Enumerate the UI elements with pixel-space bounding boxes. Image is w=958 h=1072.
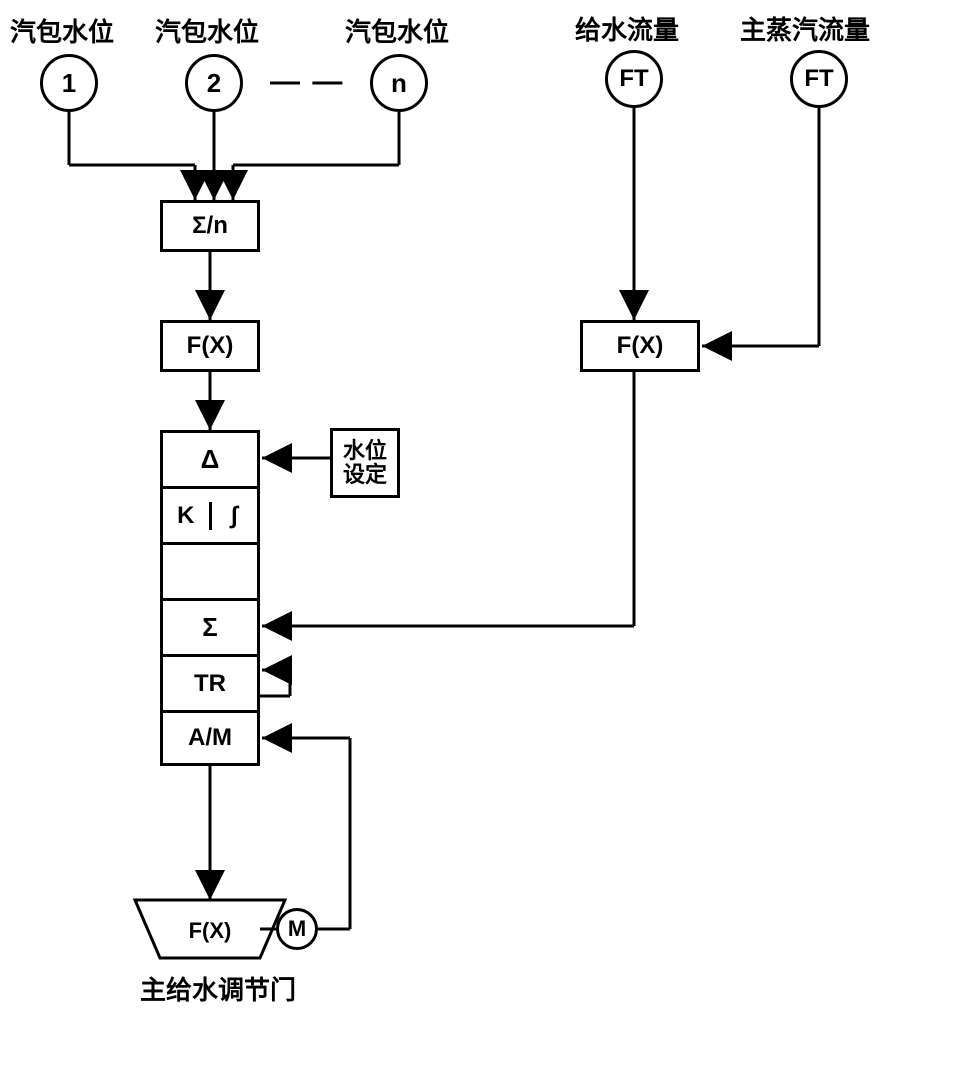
label-feedwater-flow: 给水流量 xyxy=(575,10,679,47)
k-integral-block: K ∫ xyxy=(160,486,260,542)
label-drum-level-n: 汽包水位 xyxy=(345,12,449,49)
sigma-text: Σ xyxy=(202,612,218,643)
level-setpoint-box: 水位 设定 xyxy=(330,428,400,498)
tr-block: TR xyxy=(160,654,260,710)
sigma-block: Σ xyxy=(160,598,260,654)
ft-1-text: FT xyxy=(619,65,648,93)
flow-transmitter-1: FT xyxy=(605,50,663,108)
ft-2-text: FT xyxy=(804,65,833,93)
fx-right-box: F(X) xyxy=(580,320,700,372)
sensor-2-text: 2 xyxy=(207,68,221,99)
sensor-circle-1: 1 xyxy=(40,54,98,112)
delta-block: Δ xyxy=(160,430,260,486)
averager-text: Σ/n xyxy=(192,212,228,240)
motor-m-circle: M xyxy=(276,908,318,950)
label-drum-level-2: 汽包水位 xyxy=(155,12,259,49)
sensor-n-text: n xyxy=(391,68,407,99)
averager-box: Σ/n xyxy=(160,200,260,252)
tr-text: TR xyxy=(194,670,226,698)
integral-cell: ∫ xyxy=(212,502,258,530)
sensor-circle-n: n xyxy=(370,54,428,112)
fx-left-text: F(X) xyxy=(187,332,234,360)
flow-transmitter-2: FT xyxy=(790,50,848,108)
sensor-circle-2: 2 xyxy=(185,54,243,112)
am-block: A/M xyxy=(160,710,260,766)
controller-stack: Δ K ∫ Σ TR A/M xyxy=(160,430,260,766)
limiter-block xyxy=(160,542,260,598)
am-text: A/M xyxy=(188,724,232,752)
label-drum-level-1: 汽包水位 xyxy=(10,12,114,49)
label-main-feedwater-valve: 主给水调节门 xyxy=(140,970,296,1007)
label-main-steam-flow: 主蒸汽流量 xyxy=(740,10,870,47)
setpoint-text: 水位 设定 xyxy=(343,439,387,487)
sensor-ellipsis: — — xyxy=(270,65,344,99)
sensor-1-text: 1 xyxy=(62,68,76,99)
fx-left-box: F(X) xyxy=(160,320,260,372)
valve-trapezoid: F(X) xyxy=(135,900,285,958)
delta-text: Δ xyxy=(201,444,220,475)
valve-fx-text: F(X) xyxy=(189,918,232,944)
motor-m-text: M xyxy=(288,916,306,942)
fx-right-text: F(X) xyxy=(617,332,664,360)
k-cell: K xyxy=(163,502,212,530)
